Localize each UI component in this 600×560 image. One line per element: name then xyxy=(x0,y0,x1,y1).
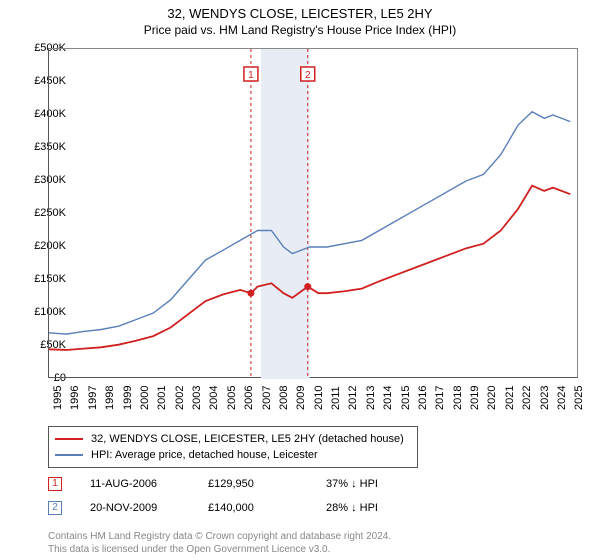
legend: 32, WENDYS CLOSE, LEICESTER, LE5 2HY (de… xyxy=(48,426,418,468)
x-tick-label: 2004 xyxy=(208,386,220,410)
svg-text:2: 2 xyxy=(305,70,311,81)
sale-price: £129,950 xyxy=(208,478,298,490)
legend-label: 32, WENDYS CLOSE, LEICESTER, LE5 2HY (de… xyxy=(91,433,404,445)
sale-row: 1 11-AUG-2006 £129,950 37% ↓ HPI xyxy=(48,472,416,496)
sale-price: £140,000 xyxy=(208,502,298,514)
x-tick-label: 2010 xyxy=(313,386,325,410)
x-tick-label: 2005 xyxy=(226,386,238,410)
x-tick-label: 1995 xyxy=(52,386,64,410)
x-tick-label: 2017 xyxy=(434,386,446,410)
legend-row: HPI: Average price, detached house, Leic… xyxy=(55,447,411,463)
sale-marker-box: 2 xyxy=(48,501,62,515)
attribution-line2: This data is licensed under the Open Gov… xyxy=(48,544,391,557)
sale-row: 2 20-NOV-2009 £140,000 28% ↓ HPI xyxy=(48,496,416,520)
page-title: 32, WENDYS CLOSE, LEICESTER, LE5 2HY xyxy=(0,6,600,21)
x-tick-label: 2015 xyxy=(400,386,412,410)
x-tick-label: 2012 xyxy=(347,386,359,410)
x-tick-label: 2022 xyxy=(521,386,533,410)
attribution: Contains HM Land Registry data © Crown c… xyxy=(48,531,391,556)
page-subtitle: Price paid vs. HM Land Registry's House … xyxy=(0,23,600,37)
x-tick-label: 2014 xyxy=(382,386,394,410)
x-tick-label: 2009 xyxy=(295,386,307,410)
x-tick-label: 1999 xyxy=(122,386,134,410)
x-tick-label: 2016 xyxy=(417,386,429,410)
sale-date: 20-NOV-2009 xyxy=(90,502,180,514)
x-tick-label: 2025 xyxy=(573,386,585,410)
x-tick-label: 2021 xyxy=(504,386,516,410)
x-tick-label: 2001 xyxy=(156,386,168,410)
x-tick-label: 1997 xyxy=(87,386,99,410)
sale-rows: 1 11-AUG-2006 £129,950 37% ↓ HPI 2 20-NOV-200… xyxy=(48,472,416,520)
sale-date: 11-AUG-2006 xyxy=(90,478,180,490)
attribution-line1: Contains HM Land Registry data © Crown c… xyxy=(48,531,391,544)
x-tick-label: 2018 xyxy=(452,386,464,410)
x-tick-label: 2003 xyxy=(191,386,203,410)
sale-hpi: 28% ↓ HPI xyxy=(326,502,416,514)
sale-marker-box: 1 xyxy=(48,477,62,491)
svg-text:1: 1 xyxy=(248,70,254,81)
x-tick-label: 2013 xyxy=(365,386,377,410)
x-tick-label: 2006 xyxy=(243,386,255,410)
x-tick-label: 1998 xyxy=(104,386,116,410)
x-tick-label: 1996 xyxy=(69,386,81,410)
x-tick-label: 2011 xyxy=(330,386,342,410)
x-tick-label: 2000 xyxy=(139,386,151,410)
x-tick-label: 2020 xyxy=(486,386,498,410)
legend-swatch xyxy=(55,438,83,440)
x-tick-label: 2023 xyxy=(539,386,551,410)
sale-hpi: 37% ↓ HPI xyxy=(326,478,416,490)
legend-label: HPI: Average price, detached house, Leic… xyxy=(91,449,318,461)
x-tick-label: 2019 xyxy=(469,386,481,410)
chart-area: 12 xyxy=(48,48,578,378)
x-tick-label: 2007 xyxy=(261,386,273,410)
legend-swatch xyxy=(55,454,83,456)
x-tick-label: 2008 xyxy=(278,386,290,410)
x-tick-label: 2002 xyxy=(174,386,186,410)
chart-svg: 12 xyxy=(49,49,579,379)
x-tick-label: 2024 xyxy=(556,386,568,410)
legend-row: 32, WENDYS CLOSE, LEICESTER, LE5 2HY (de… xyxy=(55,431,411,447)
